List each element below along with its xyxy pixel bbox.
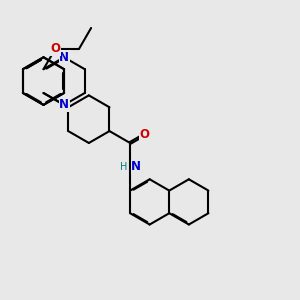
Text: N: N — [59, 98, 69, 111]
Text: O: O — [50, 42, 60, 55]
Text: N: N — [59, 98, 69, 111]
Text: H: H — [120, 162, 127, 172]
Text: N: N — [59, 51, 69, 64]
Text: O: O — [140, 128, 149, 141]
Text: N: N — [131, 160, 141, 173]
